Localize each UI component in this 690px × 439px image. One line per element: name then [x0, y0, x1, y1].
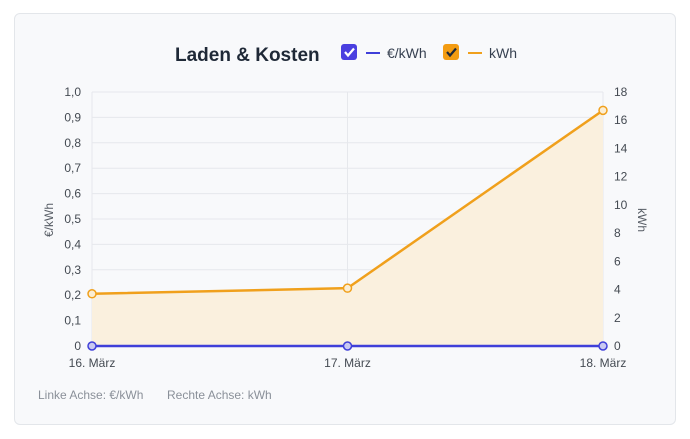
- data-point-0-2[interactable]: [598, 341, 608, 351]
- legend-item-eur-kwh[interactable]: €/kWh: [341, 44, 427, 61]
- left-tick-label: 0,3: [64, 263, 81, 277]
- legend-checkbox-kwh[interactable]: [443, 44, 459, 60]
- series-fill: [92, 110, 603, 346]
- right-tick-label: 0: [614, 339, 621, 353]
- right-tick-label: 10: [614, 198, 628, 212]
- data-point-0-1[interactable]: [342, 341, 353, 351]
- data-point-1-1[interactable]: [342, 283, 353, 293]
- left-axis-title: €/kWh: [42, 203, 56, 237]
- right-tick-label: 18: [614, 85, 628, 99]
- left-tick-label: 1,0: [64, 85, 81, 99]
- legend-label-eur-kwh: €/kWh: [387, 45, 427, 61]
- x-tick-label: 16. März: [69, 356, 116, 370]
- left-tick-label: 0,7: [64, 161, 81, 175]
- right-tick-label: 12: [614, 170, 628, 184]
- right-tick-label: 6: [614, 254, 621, 268]
- data-point-0-0[interactable]: [87, 341, 97, 351]
- x-tick-label: 17. März: [324, 356, 371, 370]
- right-tick-label: 4: [614, 283, 621, 297]
- left-tick-label: 0,4: [64, 237, 81, 251]
- left-tick-labels: 0 0,1 0,2 0,3 0,4 0,5 0,6 0,7 0,8 0,9 1,0: [64, 85, 81, 353]
- right-tick-label: 16: [614, 113, 628, 127]
- chart-title: Laden & Kosten: [175, 45, 320, 66]
- left-tick-label: 0: [74, 339, 81, 353]
- x-tick-labels: 16. März 17. März 18. März: [69, 356, 627, 370]
- right-axis-title: kWh: [635, 208, 649, 232]
- right-tick-label: 8: [614, 226, 621, 240]
- legend-label-kwh: kWh: [489, 45, 517, 61]
- data-point-1-0[interactable]: [87, 289, 97, 299]
- check-icon: [446, 47, 457, 58]
- right-tick-label: 2: [614, 311, 621, 325]
- right-tick-labels: 0 2 4 6 8 10 12 14 16 18: [614, 85, 628, 353]
- left-tick-label: 0,9: [64, 110, 81, 124]
- legend-checkbox-eur-kwh[interactable]: [341, 44, 357, 60]
- left-tick-label: 0,6: [64, 187, 81, 201]
- series-area-1: [92, 110, 603, 346]
- left-tick-label: 0,2: [64, 288, 81, 302]
- data-point-1-2[interactable]: [598, 105, 608, 116]
- footer-right-note: Rechte Achse: kWh: [167, 388, 272, 402]
- right-tick-label: 14: [614, 141, 628, 155]
- series-points: [87, 105, 608, 351]
- legend-item-kwh[interactable]: kWh: [443, 44, 517, 61]
- x-tick-label: 18. März: [580, 356, 627, 370]
- check-icon: [344, 47, 355, 58]
- left-tick-label: 0,8: [64, 136, 81, 150]
- left-tick-label: 0,1: [64, 314, 81, 328]
- left-tick-label: 0,5: [64, 212, 81, 226]
- footer-left-note: Linke Achse: €/kWh: [38, 388, 143, 402]
